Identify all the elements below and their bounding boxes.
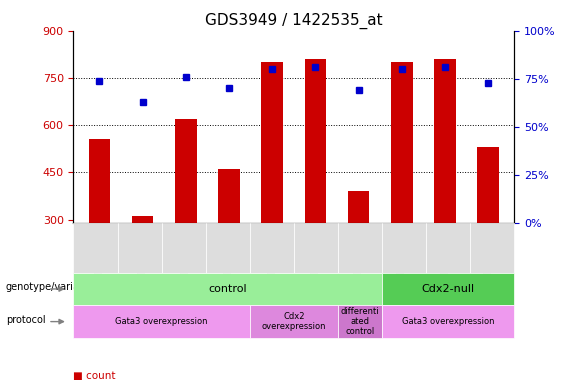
Bar [348, 191, 370, 223]
Text: Cdx2
overexpression: Cdx2 overexpression [262, 312, 326, 331]
Bar [391, 62, 412, 223]
Bar [434, 59, 456, 223]
Bar [305, 59, 326, 223]
Text: control: control [208, 284, 247, 294]
Text: Gata3 overexpression: Gata3 overexpression [115, 317, 208, 326]
Bar [132, 217, 153, 223]
Text: differenti
ated
control: differenti ated control [341, 307, 379, 336]
Text: Gata3 overexpression: Gata3 overexpression [402, 317, 494, 326]
Bar [262, 62, 283, 223]
Bar [477, 147, 499, 223]
Bar [175, 119, 197, 223]
Bar [89, 139, 110, 223]
Title: GDS3949 / 1422535_at: GDS3949 / 1422535_at [205, 13, 383, 29]
Bar [218, 169, 240, 223]
Text: Cdx2-null: Cdx2-null [421, 284, 475, 294]
Text: genotype/variation: genotype/variation [6, 282, 98, 292]
Text: ■ count: ■ count [73, 371, 116, 381]
Text: protocol: protocol [6, 314, 45, 325]
